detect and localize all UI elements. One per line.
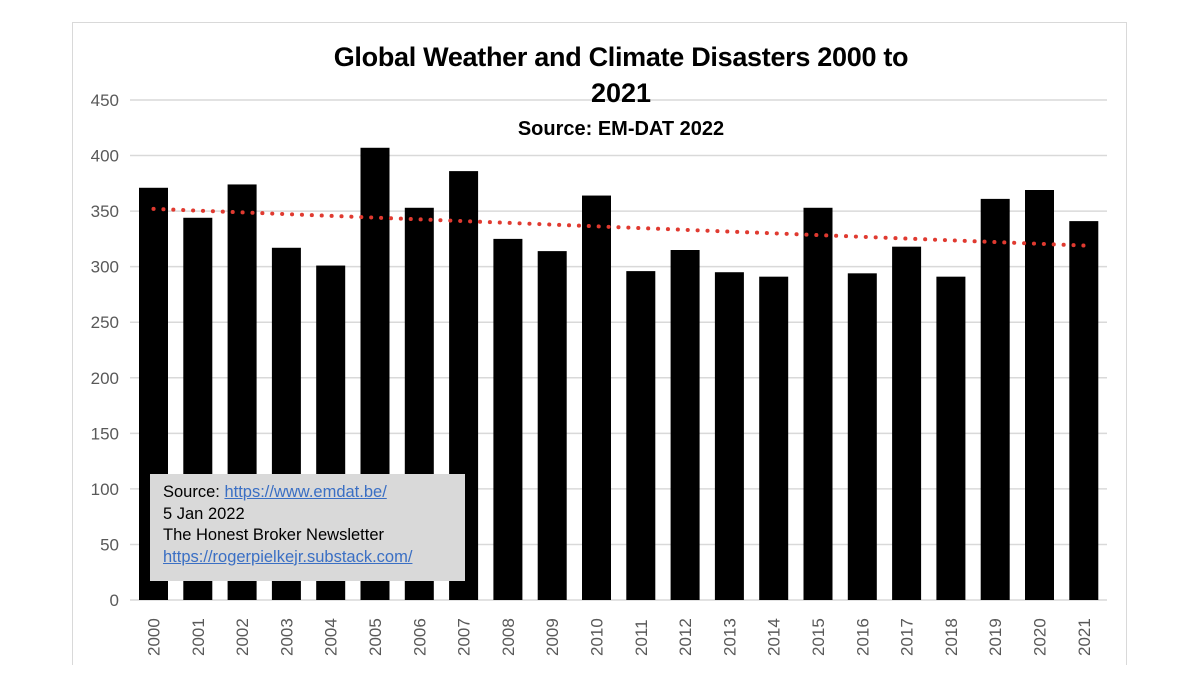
bar-2015: [803, 207, 833, 600]
bar-2008: [493, 238, 523, 600]
y-axis-ticks: 0 50 100 150 200 250 300 350 400 450: [91, 91, 119, 610]
x-tick-label-2001: 2001: [189, 618, 208, 656]
y-tick-label-150: 150: [91, 424, 119, 443]
x-tick-label-2011: 2011: [632, 619, 651, 656]
x-tick-label-2003: 2003: [277, 618, 296, 656]
x-tick-label-2016: 2016: [853, 618, 872, 656]
y-tick-label-300: 300: [91, 258, 119, 277]
bars: [139, 147, 1099, 601]
trendline: [151, 206, 1086, 248]
x-axis-ticks: 2000 2001 2002 2003 2004 2005 2006 2007 2008 2009…: [145, 618, 1094, 656]
y-tick-label-450: 450: [91, 91, 119, 110]
source-label: Source:: [163, 483, 225, 501]
x-tick-label-2005: 2005: [366, 618, 385, 656]
bar-2012: [670, 250, 700, 600]
y-tick-label-100: 100: [91, 480, 119, 499]
chart-title-line2: 2021: [590, 78, 652, 108]
x-tick-label-2017: 2017: [898, 618, 917, 656]
x-tick-label-2002: 2002: [233, 618, 252, 656]
bar-2017: [892, 246, 922, 600]
bar-2018: [936, 276, 966, 600]
y-tick-label-200: 200: [91, 369, 119, 388]
y-tick-label-350: 350: [91, 202, 119, 221]
x-tick-label-2021: 2021: [1075, 618, 1094, 656]
x-tick-label-2012: 2012: [676, 618, 695, 656]
bar-2009: [537, 251, 567, 600]
chart-frame: [72, 22, 1127, 665]
annotation-date: 5 Jan 2022: [163, 504, 245, 523]
y-tick-label-0: 0: [110, 591, 119, 610]
source-annotation-box: Source: https://www.emdat.be/ 5 Jan 2022…: [150, 474, 465, 581]
linear-trendline: [151, 206, 1086, 248]
newsletter-name: The Honest Broker Newsletter: [163, 526, 385, 544]
x-tick-label-2000: 2000: [145, 618, 164, 656]
x-tick-label-2006: 2006: [410, 618, 429, 656]
x-tick-label-2004: 2004: [322, 618, 341, 656]
y-tick-label-250: 250: [91, 313, 119, 332]
newsletter-link[interactable]: https://rogerpielkejr.substack.com/: [163, 547, 413, 566]
source-line: Source: https://www.emdat.be/: [163, 482, 465, 504]
emdat-link[interactable]: https://www.emdat.be/: [224, 483, 387, 501]
y-tick-label-50: 50: [100, 535, 119, 554]
x-tick-label-2020: 2020: [1031, 618, 1050, 656]
chart-title-line1: Global Weather and Climate Disasters 200…: [224, 40, 1018, 74]
x-tick-label-2019: 2019: [986, 618, 1005, 656]
bar-2016: [847, 273, 877, 600]
bar-2019: [980, 198, 1010, 600]
x-tick-label-2014: 2014: [765, 618, 784, 656]
bar-2021: [1069, 221, 1099, 600]
chart-subtitle: Source: EM-DAT 2022: [517, 118, 725, 140]
bar-2011: [626, 271, 656, 600]
x-tick-label-2018: 2018: [942, 618, 961, 656]
x-tick-label-2007: 2007: [455, 618, 474, 656]
bar-2020: [1025, 190, 1054, 600]
x-tick-label-2008: 2008: [499, 618, 518, 656]
x-tick-label-2013: 2013: [720, 618, 739, 656]
x-tick-label-2010: 2010: [588, 618, 607, 656]
bar-2010: [582, 195, 611, 601]
bar-2014: [759, 276, 789, 600]
x-tick-label-2015: 2015: [809, 618, 828, 656]
bar-2013: [714, 272, 744, 600]
y-tick-label-400: 400: [91, 147, 119, 166]
x-tick-label-2009: 2009: [543, 618, 562, 656]
